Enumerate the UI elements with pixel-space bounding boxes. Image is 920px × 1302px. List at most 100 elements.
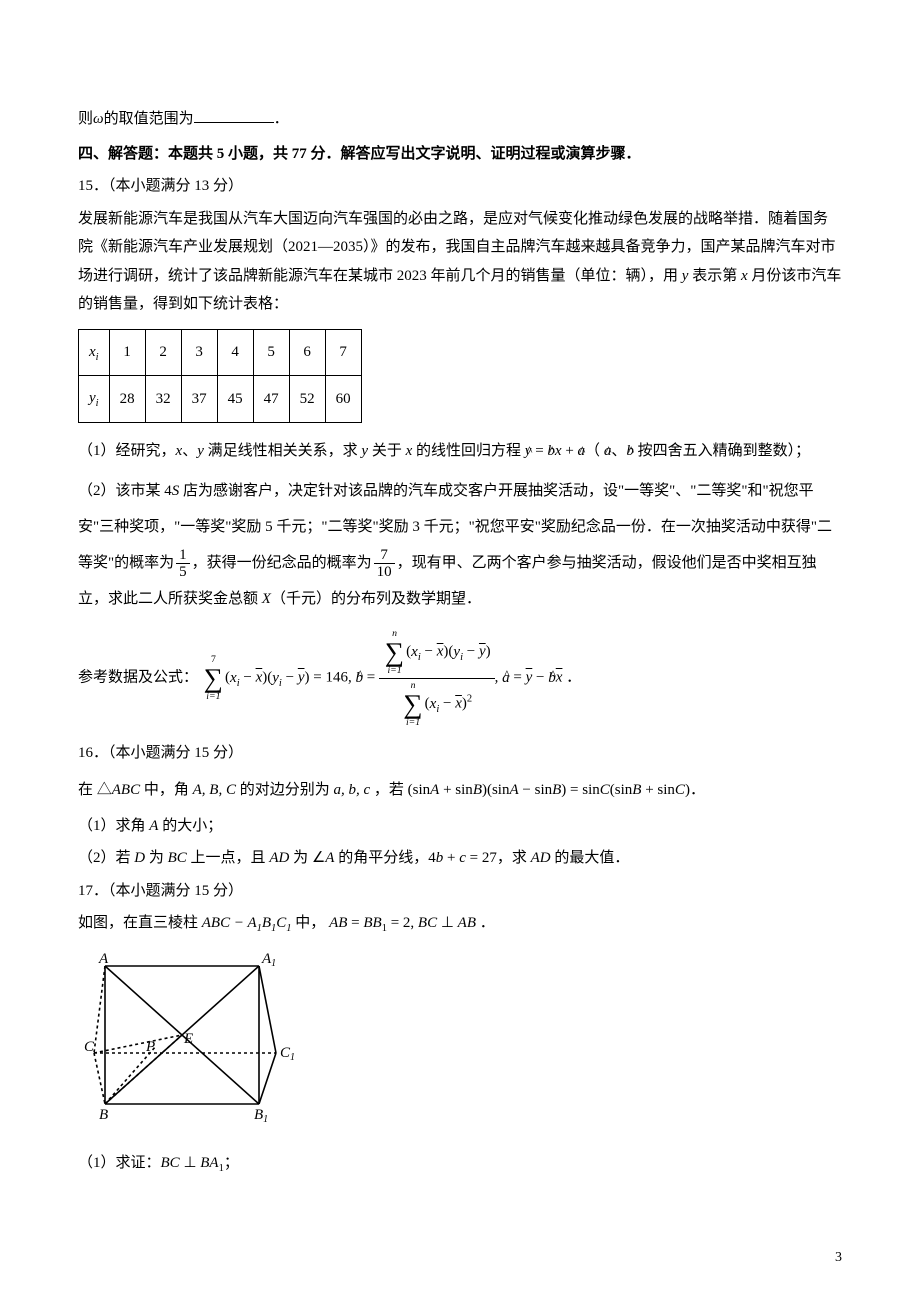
b-hat: b	[626, 443, 634, 459]
label-A: A	[98, 951, 109, 967]
var-BC: BC	[168, 850, 187, 866]
q16-header: 16．（本小题满分 15 分）	[78, 739, 842, 768]
txt: （2）若	[78, 850, 134, 866]
txt: （千元）的分布列及数学期望．	[271, 591, 481, 607]
q17-p1-eq: BC ⊥ BA1	[161, 1155, 224, 1171]
txt: ，求	[497, 850, 531, 866]
frac-7-10: 710	[374, 547, 395, 581]
q16-equation: (sinA + sinB)(sinA − sinB) = sinC(sinB +…	[408, 782, 690, 798]
label-B1: B1	[254, 1107, 268, 1125]
label-A1: A1	[261, 951, 276, 969]
txt: 为	[145, 850, 168, 866]
txt: 在 △	[78, 782, 112, 798]
q16-p2-eq: 4b + c = 27	[428, 850, 497, 866]
var-ABC2: A, B, C	[193, 782, 236, 798]
table-cell: 45	[217, 376, 253, 423]
q15-header: 15．（本小题满分 13 分）	[78, 172, 842, 201]
txt: 如图，在直三棱柱	[78, 915, 202, 931]
prism-diagram-icon: A A1 B B1 C C1 P E	[84, 951, 294, 1126]
sum-icon: 7 ∑ i=1	[204, 655, 223, 702]
q15-x: x	[741, 268, 748, 284]
txt: ；	[224, 1155, 239, 1171]
var-abc: a, b, c	[333, 782, 370, 798]
q15-formula: 参考数据及公式： 7 ∑ i=1 (xi − x)(yi − y) = 146,…	[78, 627, 842, 729]
q16-part1: （1）求角 A 的大小；	[78, 812, 842, 841]
q17-part1: （1）求证：BC ⊥ BA1；	[78, 1149, 842, 1179]
table-cell: 47	[253, 376, 289, 423]
label-E: E	[183, 1031, 193, 1047]
txt: 的对边分别为	[236, 782, 334, 798]
table-head-x: xi	[79, 329, 110, 376]
frac-1-5: 15	[176, 547, 190, 581]
q15-part2: （2）该市某 4S 店为感谢客户，决定针对该品牌的汽车成交客户开展抽奖活动，设"…	[78, 473, 842, 617]
table-row: yi 28 32 37 45 47 52 60	[79, 376, 362, 423]
leadin-line: 则ω的取值范围为 ．	[78, 105, 842, 134]
txt: ．	[690, 782, 705, 798]
table-cell: 3	[181, 329, 217, 376]
label-P: P	[145, 1039, 155, 1055]
q16-intro: 在 △ABC 中，角 A, B, C 的对边分别为 a, b, c ，若 (si…	[78, 772, 842, 808]
blank-underline	[194, 108, 274, 123]
txt: （1）经研究，	[78, 443, 176, 459]
txt: 中，	[292, 915, 330, 931]
txt: 的角平分线，	[334, 850, 428, 866]
var-y: y	[197, 443, 204, 459]
txt: ．	[476, 915, 495, 931]
page-number: 3	[835, 1245, 842, 1272]
leadin-omega: ω	[93, 111, 104, 127]
leadin-prefix: 则	[78, 111, 93, 127]
big-fraction: n∑i=1(xi − x)(yi − y) n∑i=1(xi − x)2	[379, 627, 495, 729]
table-cell: 32	[145, 376, 181, 423]
txt: （	[585, 443, 604, 459]
txt: 的最大值．	[551, 850, 630, 866]
txt: 为	[289, 850, 312, 866]
txt: （1）求角	[78, 818, 149, 834]
table-cell: 60	[325, 376, 361, 423]
q15-part1: （1）经研究，x、y 满足线性相关关系，求 y 关于 x 的线性回归方程 y =…	[78, 433, 842, 469]
table-cell: 7	[325, 329, 361, 376]
a-hat-eq: , a = y − bx ．	[495, 670, 582, 686]
table-cell: 52	[289, 376, 325, 423]
table-cell: 37	[181, 376, 217, 423]
q17-intro: 如图，在直三棱柱 ABC − A1B1C1 中， AB = BB1 = 2, B…	[78, 909, 842, 939]
txt: 的大小；	[158, 818, 222, 834]
sum-body: (xi − x)(yi − y) = 146, b =	[225, 670, 379, 686]
table-cell: 4	[217, 329, 253, 376]
txt: 的线性回归方程	[412, 443, 525, 459]
table-head-y: yi	[79, 376, 110, 423]
q15-p1-mid: 表示第	[688, 268, 741, 284]
label-C1: C1	[280, 1045, 294, 1063]
formula-prefix: 参考数据及公式：	[78, 670, 198, 686]
var-AD2: AD	[531, 850, 551, 866]
label-B: B	[99, 1107, 108, 1123]
a-hat: a	[604, 443, 612, 459]
txt: 满足线性相关关系，求	[204, 443, 362, 459]
leadin-mid: 的取值范围为	[104, 111, 194, 127]
table-cell: 6	[289, 329, 325, 376]
label-C: C	[84, 1039, 95, 1055]
regression-eq: y = bx + a	[525, 443, 585, 459]
var-ABC: ABC	[112, 782, 140, 798]
q15-table: xi 1 2 3 4 5 6 7 yi 28 32 37 45 47 52 60	[78, 329, 362, 424]
var-D: D	[134, 850, 145, 866]
table-cell: 28	[109, 376, 145, 423]
txt: 、	[182, 443, 197, 459]
txt: ，若	[370, 782, 408, 798]
table-row: xi 1 2 3 4 5 6 7	[79, 329, 362, 376]
leadin-suffix: ．	[274, 111, 289, 127]
q17-header: 17．（本小题满分 15 分）	[78, 877, 842, 906]
q17-figure: A A1 B B1 C C1 P E	[84, 951, 842, 1137]
txt: 、	[611, 443, 626, 459]
var-X: X	[262, 591, 271, 607]
txt: 关于	[368, 443, 406, 459]
txt: 上一点，且	[187, 850, 270, 866]
q16-part2: （2）若 D 为 BC 上一点，且 AD 为 ∠A 的角平分线，4b + c =…	[78, 844, 842, 873]
table-cell: 1	[109, 329, 145, 376]
txt: 中，角	[140, 782, 193, 798]
txt: （1）求证：	[78, 1155, 161, 1171]
txt: 按四舍五入精确到整数）；	[634, 443, 810, 459]
txt: （2）该市某 4	[78, 483, 172, 499]
var-AD: AD	[269, 850, 289, 866]
txt: ，获得一份纪念品的概率为	[192, 555, 372, 571]
section-4-heading: 四、解答题：本题共 5 小题，共 77 分．解答应写出文字说明、证明过程或演算步…	[78, 140, 842, 169]
